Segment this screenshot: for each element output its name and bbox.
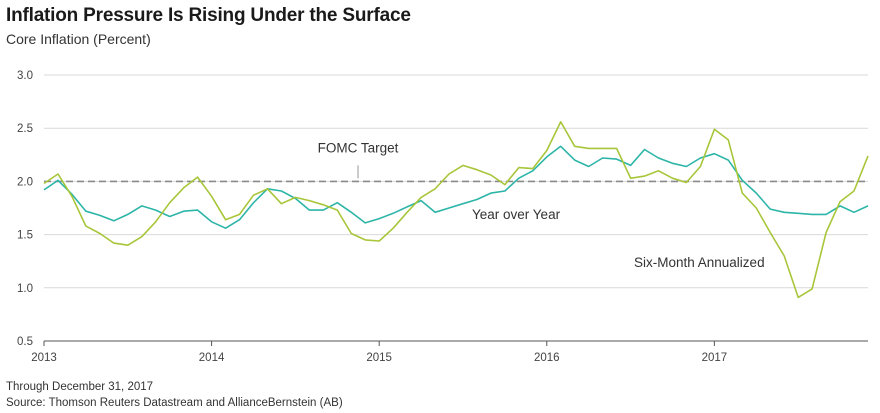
y-tick-label: 2.5: [17, 123, 33, 135]
x-tick-label: 2014: [199, 352, 225, 364]
series-line-yoy: [43, 145, 869, 229]
series-lines: [43, 121, 869, 299]
y-tick-label: 3.0: [17, 70, 33, 82]
footnote-source: Source: Thomson Reuters Datastream and A…: [6, 397, 343, 409]
y-tick-label: 0.5: [17, 336, 33, 348]
x-tick-label: 2016: [534, 352, 560, 364]
chart-subtitle: Core Inflation (Percent): [6, 31, 151, 47]
x-tick-label: 2015: [366, 352, 392, 364]
fomc-target-group: FOMC Target: [44, 140, 868, 183]
x-tick-label: 2017: [702, 352, 728, 364]
y-tick-label: 1.5: [17, 230, 33, 242]
x-axis: 2013 2014 2015 2016 2017: [31, 340, 868, 364]
annotation-six-month-annualized: Six-Month Annualized: [634, 255, 765, 270]
x-tick-label: 2013: [31, 352, 57, 364]
y-tick-label: 1.0: [17, 283, 33, 295]
y-tick-label: 2.0: [17, 176, 33, 188]
annotation-year-over-year: Year over Year: [472, 207, 561, 222]
series-line-six: [43, 121, 869, 299]
footnote-through: Through December 31, 2017: [6, 381, 154, 393]
fomc-target-label: FOMC Target: [318, 140, 399, 155]
y-axis-ticks: 3.0 2.5 2.0 1.5 1.0 0.5: [17, 70, 33, 348]
annotations: Year over Year Six-Month Annualized: [472, 207, 765, 270]
chart-title: Inflation Pressure Is Rising Under the S…: [6, 5, 411, 26]
